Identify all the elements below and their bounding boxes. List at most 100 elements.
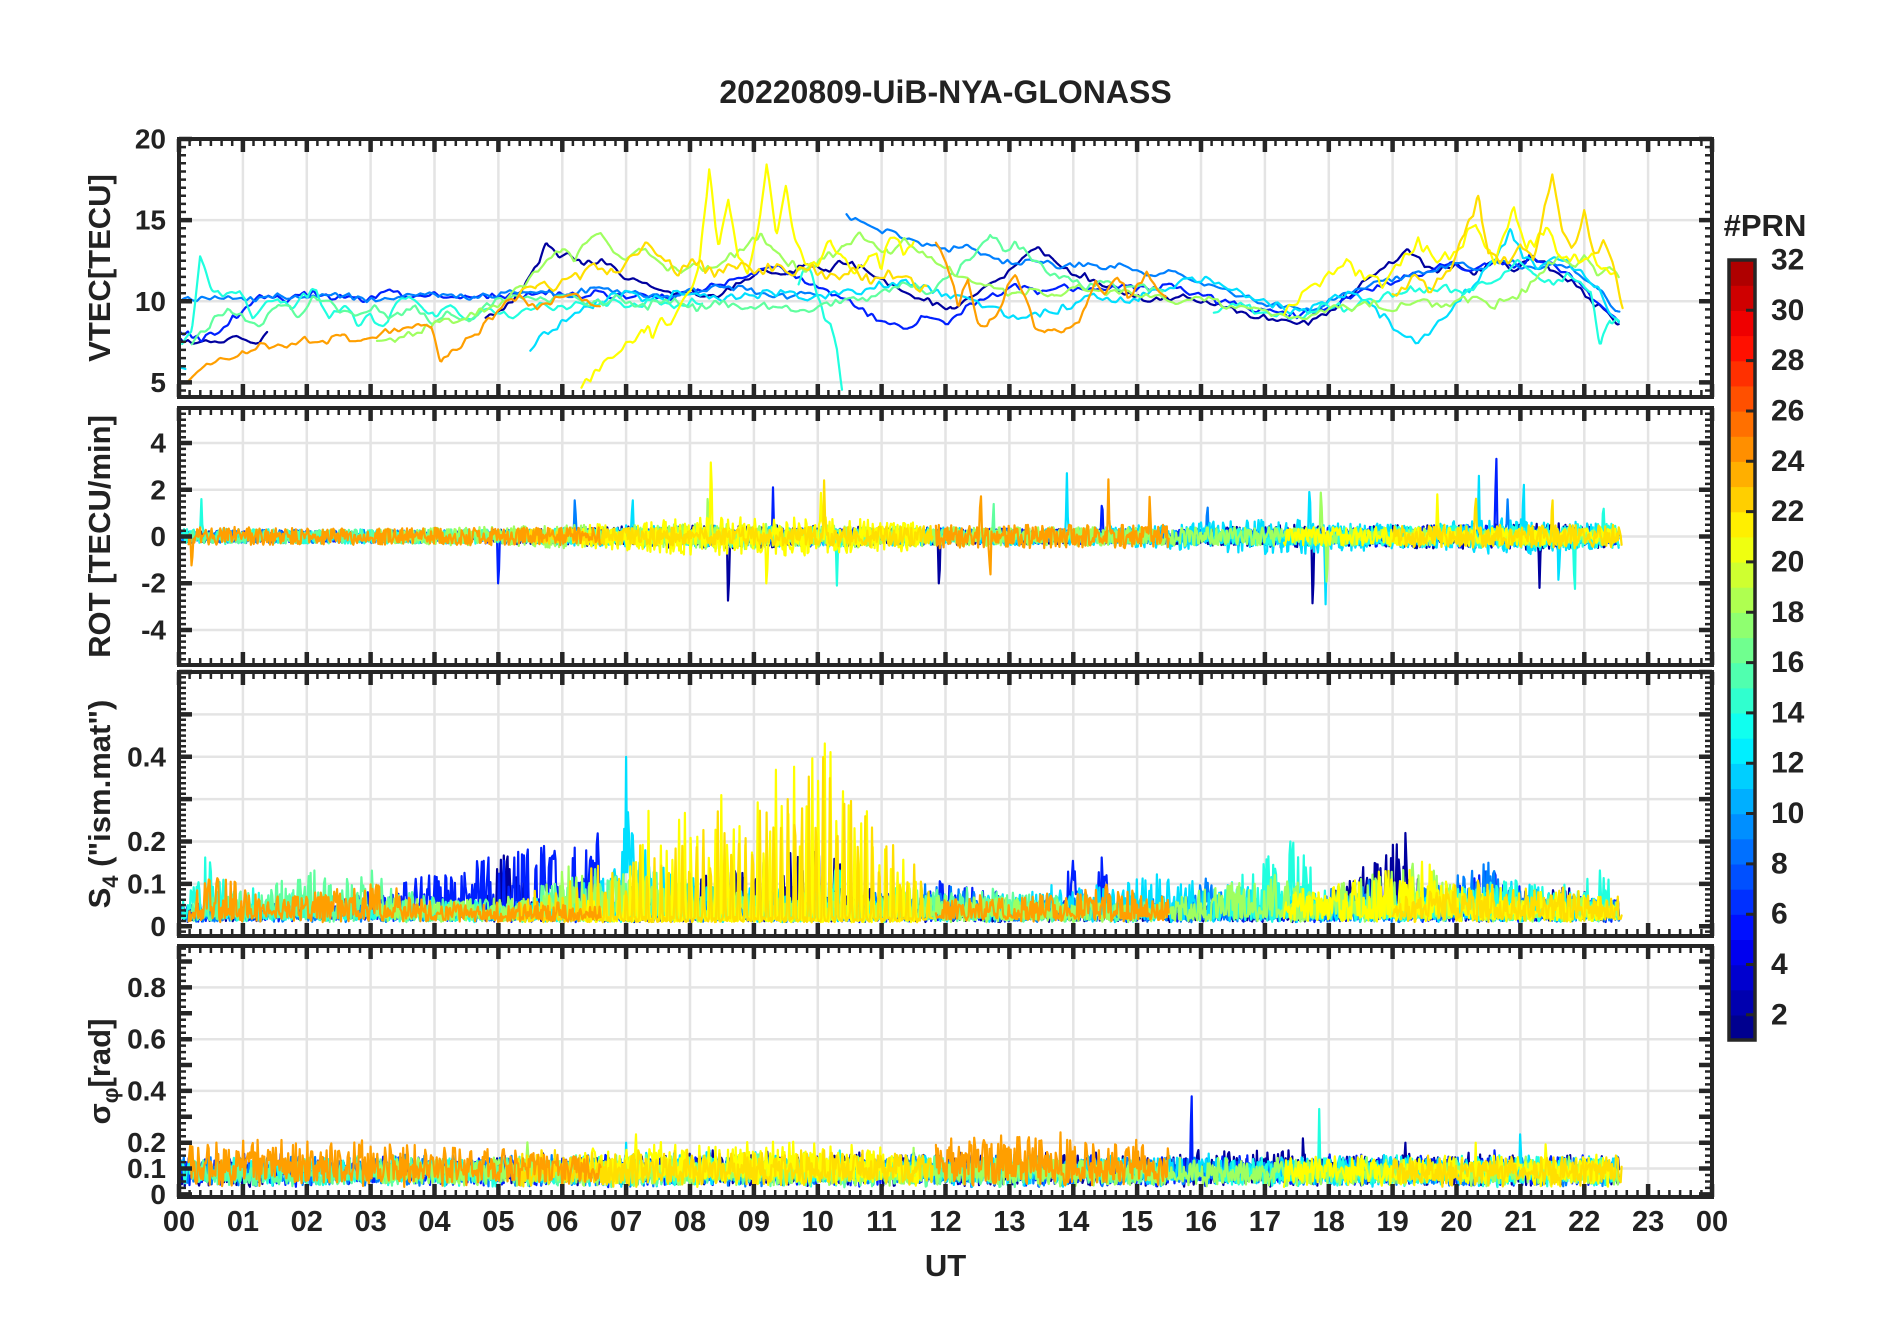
series-prn-18 xyxy=(375,231,1620,343)
series-prn-22 xyxy=(1391,879,1623,923)
svg-text:0.2: 0.2 xyxy=(127,826,166,857)
svg-text:01: 01 xyxy=(227,1206,259,1238)
colorbar-cell xyxy=(1729,712,1755,739)
svg-text:11: 11 xyxy=(866,1206,897,1238)
svg-text:16: 16 xyxy=(1185,1206,1217,1238)
svg-text:0: 0 xyxy=(150,911,166,942)
svg-text:-2: -2 xyxy=(141,568,166,599)
svg-text:0.6: 0.6 xyxy=(127,1024,166,1055)
colorbar-cell xyxy=(1729,511,1755,538)
svg-text:0.4: 0.4 xyxy=(127,1075,166,1106)
colorbar-cell xyxy=(1729,939,1755,966)
svg-text:22: 22 xyxy=(1771,495,1804,528)
svg-text:04: 04 xyxy=(418,1206,450,1238)
svg-text:05: 05 xyxy=(482,1206,514,1238)
series-prn-22 xyxy=(516,241,928,299)
series-prn-2 xyxy=(179,330,269,345)
svg-text:10: 10 xyxy=(802,1206,834,1238)
series-prn-14 xyxy=(797,266,844,391)
y-tick-labels-vtec: 5 10 15 20 xyxy=(135,124,166,398)
colorbar-title: #PRN xyxy=(1723,208,1807,243)
series-prn-24 xyxy=(187,292,601,382)
svg-text:23: 23 xyxy=(1632,1206,1664,1238)
svg-text:0.1: 0.1 xyxy=(127,1153,166,1184)
y-axis-label-vtec: VTEC[TECU] xyxy=(82,174,117,362)
colorbar-cell xyxy=(1729,335,1755,362)
svg-text:32: 32 xyxy=(1771,244,1804,277)
colorbar-cell xyxy=(1729,1014,1755,1041)
colorbar-cell xyxy=(1729,587,1755,613)
series-group-s4 xyxy=(179,742,1623,924)
series-prn-22 xyxy=(1391,497,1623,550)
svg-text:15: 15 xyxy=(135,205,166,236)
svg-text:16: 16 xyxy=(1771,646,1804,679)
colorbar-cell xyxy=(1729,914,1755,940)
colorbar-cell xyxy=(1729,260,1755,286)
svg-text:14: 14 xyxy=(1057,1206,1089,1238)
chart-title: 20220809-UiB-NYA-GLONASS xyxy=(719,74,1172,110)
series-prn-22 xyxy=(1391,1154,1623,1188)
colorbar-cell xyxy=(1729,612,1755,639)
svg-text:20: 20 xyxy=(1771,545,1804,578)
svg-text:12: 12 xyxy=(1771,747,1804,780)
svg-text:24: 24 xyxy=(1771,445,1805,478)
svg-text:0: 0 xyxy=(150,1179,166,1210)
svg-text:-4: -4 xyxy=(141,614,166,645)
series-prn-24 xyxy=(187,525,602,567)
colorbar-cell xyxy=(1729,964,1755,991)
svg-text:15: 15 xyxy=(1121,1206,1153,1238)
colorbar-cell xyxy=(1729,889,1755,915)
colorbar-cell xyxy=(1729,687,1755,714)
svg-text:4: 4 xyxy=(1771,948,1788,981)
svg-text:10: 10 xyxy=(1771,797,1804,830)
colorbar-cell xyxy=(1729,461,1755,488)
svg-text:17: 17 xyxy=(1249,1206,1281,1238)
series-prn-16 xyxy=(190,233,1164,346)
colorbar-cell xyxy=(1729,360,1755,387)
svg-text:13: 13 xyxy=(993,1206,1025,1238)
series-prn-2 xyxy=(484,242,1620,326)
panel-border-sigma_phi xyxy=(177,944,1714,1199)
series-prn-12 xyxy=(529,228,1620,352)
svg-text:00: 00 xyxy=(1696,1206,1728,1238)
panel-border-s4 xyxy=(177,670,1714,938)
svg-text:18: 18 xyxy=(1771,596,1804,629)
svg-text:0.1: 0.1 xyxy=(127,868,166,899)
svg-text:0: 0 xyxy=(150,521,166,552)
series-prn-24 xyxy=(934,1131,1170,1187)
panel-border-rot xyxy=(177,406,1714,667)
svg-text:5: 5 xyxy=(150,367,166,398)
axis-ticks-rot xyxy=(176,406,1715,667)
series-prn-21 xyxy=(580,163,915,389)
series-prn-24 xyxy=(187,1138,602,1189)
colorbar-cell xyxy=(1729,838,1755,865)
series-prn-24 xyxy=(934,883,1170,923)
svg-text:20: 20 xyxy=(135,124,166,155)
x-axis-label: UT xyxy=(924,1248,967,1283)
series-prn-6 xyxy=(179,457,1621,585)
series-prn-21 xyxy=(1282,206,1618,316)
series-prn-6 xyxy=(179,253,1620,343)
colorbar-cell xyxy=(1729,863,1755,890)
series-prn-24 xyxy=(934,478,1170,576)
svg-text:0.4: 0.4 xyxy=(127,741,166,772)
svg-text:6: 6 xyxy=(1771,898,1788,931)
colorbar-cell xyxy=(1729,436,1755,462)
svg-text:0.8: 0.8 xyxy=(127,972,166,1003)
colorbar-cell xyxy=(1729,536,1755,563)
x-tick-labels: 00 01 02 03 04 05 06 07 08 09 10 11 12 13 14 15 16 17 18 19… xyxy=(163,1206,1728,1238)
svg-text:8: 8 xyxy=(1771,847,1788,880)
series-prn-22 xyxy=(1391,173,1624,310)
svg-text:12: 12 xyxy=(929,1206,961,1238)
colorbar-cell xyxy=(1729,788,1755,815)
series-prn-22 xyxy=(516,756,934,924)
svg-text:07: 07 xyxy=(610,1206,642,1238)
svg-text:10: 10 xyxy=(135,286,166,317)
colorbar-cell xyxy=(1729,763,1755,789)
gridlines-vtec xyxy=(179,139,1712,397)
svg-text:22: 22 xyxy=(1568,1206,1600,1238)
svg-text:18: 18 xyxy=(1313,1206,1345,1238)
svg-text:09: 09 xyxy=(738,1206,770,1238)
